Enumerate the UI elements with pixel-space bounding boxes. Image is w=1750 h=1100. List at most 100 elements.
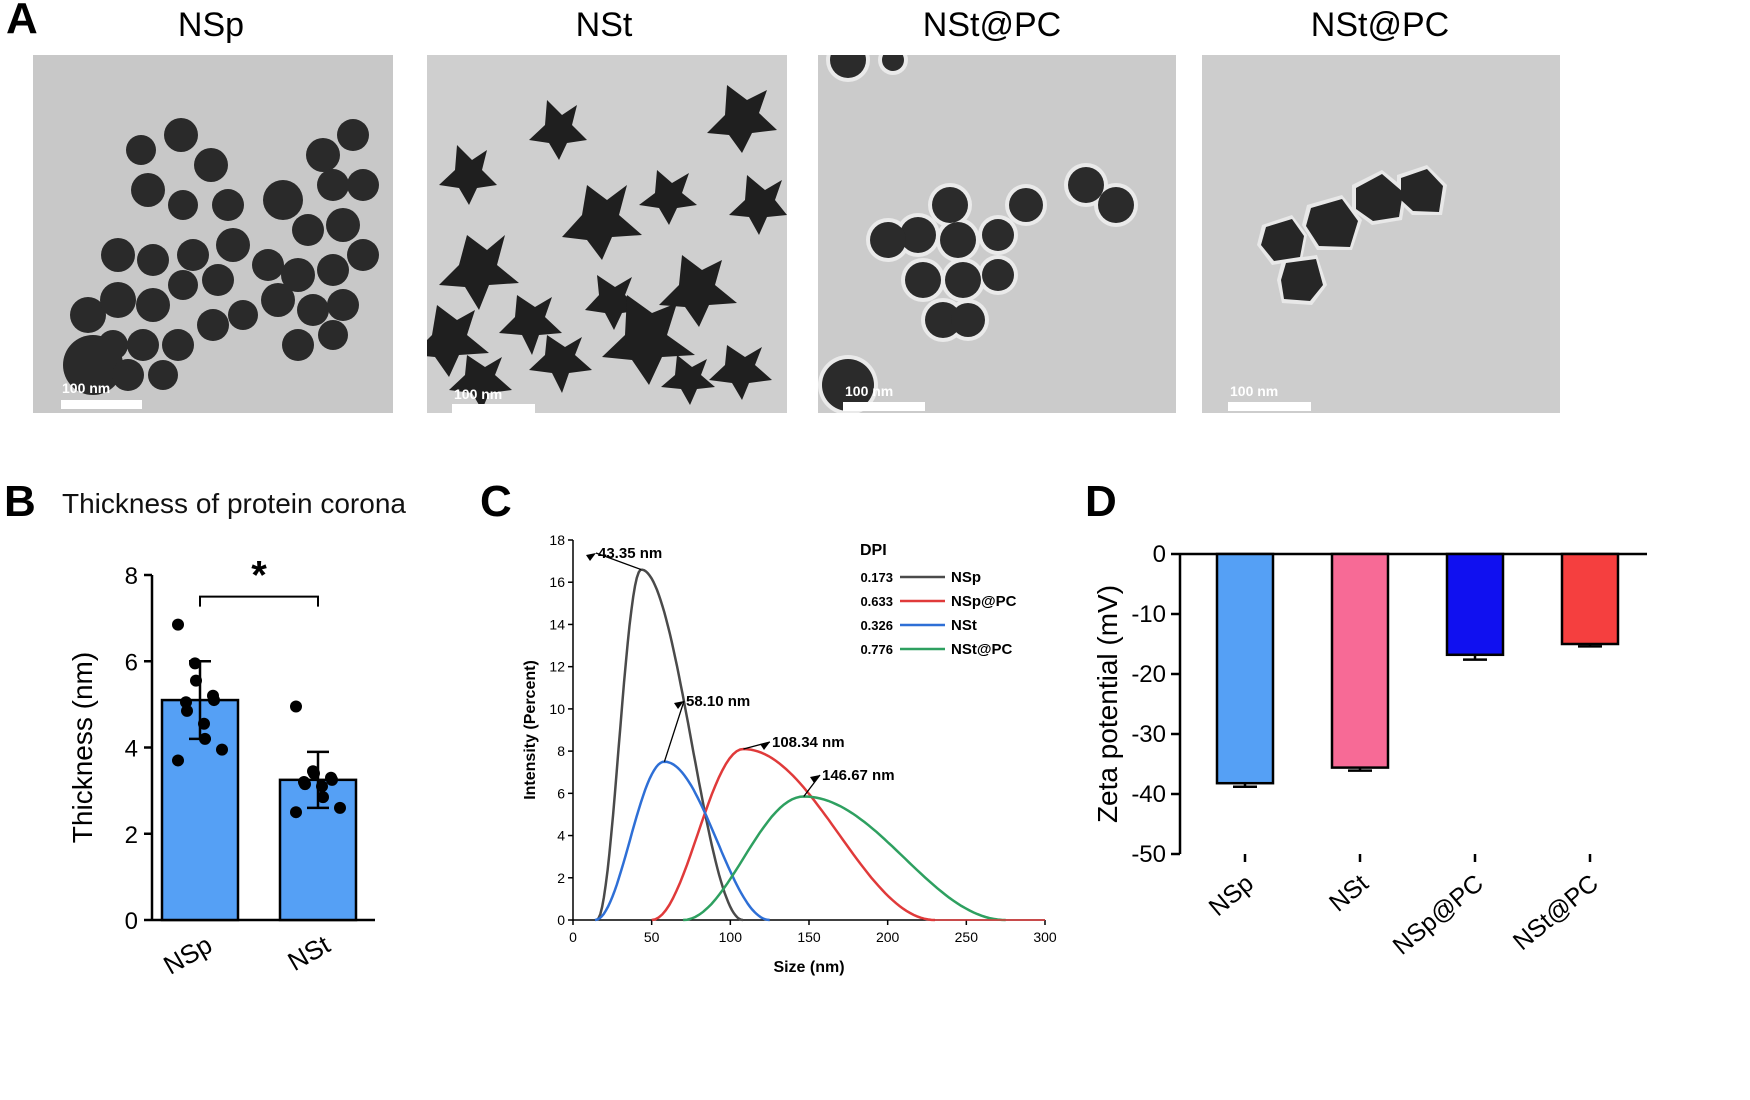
y-axis-label: Thickness (nm) — [67, 652, 98, 843]
scale-bar-1 — [61, 400, 142, 409]
x-tick-label: 150 — [797, 929, 821, 945]
series-line-nsp-pc — [651, 747, 935, 922]
data-point — [172, 618, 184, 631]
annotation-arrowhead — [810, 775, 820, 783]
data-point — [290, 700, 302, 713]
bar-nst-pc — [1560, 552, 1620, 646]
annotation-arrowhead — [586, 553, 596, 561]
tem-image-nsp — [33, 55, 393, 413]
y-tick-label: 4 — [557, 828, 565, 844]
data-point — [299, 778, 311, 791]
scale-label-4: 100 nm — [1230, 383, 1279, 399]
scale-label-1: 100 nm — [62, 380, 111, 396]
x-tick-label-nsp: NSp — [158, 929, 217, 980]
y-tick-label: 12 — [549, 659, 565, 675]
x-tick-label: 50 — [644, 929, 660, 945]
y-tick-label: -40 — [1131, 781, 1166, 808]
y-tick-label: 8 — [557, 743, 565, 759]
legend-title: DPI — [860, 542, 887, 559]
annotation-arrow — [663, 700, 685, 762]
scale-bar-4 — [1228, 402, 1311, 411]
y-tick-label: 4 — [125, 736, 138, 763]
panel-letter-a: A — [6, 0, 38, 43]
y-tick-label: 6 — [557, 785, 565, 801]
data-point — [208, 694, 220, 707]
significance-marker: * — [251, 555, 267, 598]
tem-title-1: NSp — [177, 6, 245, 44]
tem-title-4: NSt@PC — [1310, 6, 1450, 44]
x-tick-label-nst: NSt — [1324, 869, 1374, 917]
tem-image-nst — [427, 55, 787, 413]
legend-dpi: 0.776 — [860, 642, 893, 657]
y-axis-label: Intensity (Percent) — [522, 660, 539, 800]
y-tick-label: 2 — [557, 870, 565, 886]
data-point — [190, 674, 202, 687]
legend-label: NSp — [951, 569, 981, 586]
x-tick-label: 300 — [1033, 929, 1057, 945]
data-point — [181, 704, 193, 717]
legend-dpi: 0.326 — [860, 618, 893, 633]
x-axis-label: Size (nm) — [773, 959, 844, 976]
panel-letter-b: B — [4, 477, 36, 526]
legend-label: NSt@PC — [951, 641, 1012, 658]
legend-label: NSp@PC — [951, 593, 1017, 610]
peak-annotation: 58.10 nm — [686, 693, 750, 710]
y-tick-label: 0 — [1153, 541, 1166, 568]
y-tick-label: 6 — [125, 649, 138, 676]
y-tick-label: 16 — [549, 574, 565, 590]
x-tick-label-nsp: NSp — [1204, 869, 1259, 922]
series-line-nst — [594, 760, 770, 922]
scale-label-3: 100 nm — [845, 383, 894, 399]
y-axis-label: Zeta potential (mV) — [1092, 585, 1123, 823]
annotation-arrowhead — [760, 742, 770, 750]
bar-nsp — [1215, 552, 1275, 785]
tem-image-nst-pc-2 — [1202, 55, 1560, 413]
y-tick-label: 14 — [549, 616, 565, 632]
peak-annotation: 43.35 nm — [598, 545, 662, 562]
y-tick-label: 0 — [125, 908, 138, 935]
series-line-nst-pc — [683, 795, 1006, 922]
panel-letter-c: C — [480, 477, 512, 526]
y-tick-label: -50 — [1131, 841, 1166, 868]
y-tick-label: 18 — [549, 532, 565, 548]
peak-annotation: 108.34 nm — [772, 734, 845, 751]
tem-title-2: NSt — [575, 6, 633, 44]
x-tick-label: 200 — [876, 929, 900, 945]
data-point — [326, 773, 338, 786]
data-point — [316, 780, 328, 793]
annotation-arrow — [595, 552, 642, 571]
significance-bracket — [199, 595, 319, 607]
legend-dpi: 0.633 — [860, 594, 893, 609]
tem-image-nst-pc-1 — [818, 55, 1176, 413]
data-point — [198, 717, 210, 730]
x-tick-label: 0 — [569, 929, 577, 945]
data-point — [172, 754, 184, 767]
data-point — [189, 657, 201, 670]
legend-label: NSt — [951, 617, 977, 634]
panel-letter-d: D — [1085, 477, 1117, 526]
x-tick-label-nst-pc: NSt@PC — [1508, 869, 1604, 956]
data-point — [334, 801, 346, 814]
data-point — [308, 767, 320, 780]
chart-c: 0 2 4 6 8 10 12 14 16 18 0 50 100 150 200 250 300 43.35 n… — [522, 532, 1057, 976]
scale-bar-2 — [452, 404, 535, 413]
x-tick-label-nst: NSt — [282, 929, 335, 977]
x-tick-label: 100 — [719, 929, 743, 945]
scale-label-2: 100 nm — [454, 386, 503, 402]
data-point — [199, 732, 211, 745]
legend-dpi: 0.173 — [860, 570, 893, 585]
data-point — [216, 743, 228, 756]
y-tick-label: 0 — [557, 912, 565, 928]
x-tick-label-nsp-pc: NSp@PC — [1388, 869, 1489, 960]
y-tick-label: 8 — [125, 563, 138, 590]
scale-bar-3 — [843, 402, 925, 411]
y-tick-label: -10 — [1131, 601, 1166, 628]
data-point — [317, 791, 329, 804]
y-tick-label: -30 — [1131, 721, 1166, 748]
peak-annotation: 146.67 nm — [822, 767, 895, 784]
chart-b-title: Thickness of protein corona — [62, 488, 406, 519]
bar-nst — [1330, 552, 1390, 769]
x-tick-label: 250 — [955, 929, 979, 945]
series-line-nsp — [595, 568, 744, 922]
y-tick-label: 2 — [125, 822, 138, 849]
